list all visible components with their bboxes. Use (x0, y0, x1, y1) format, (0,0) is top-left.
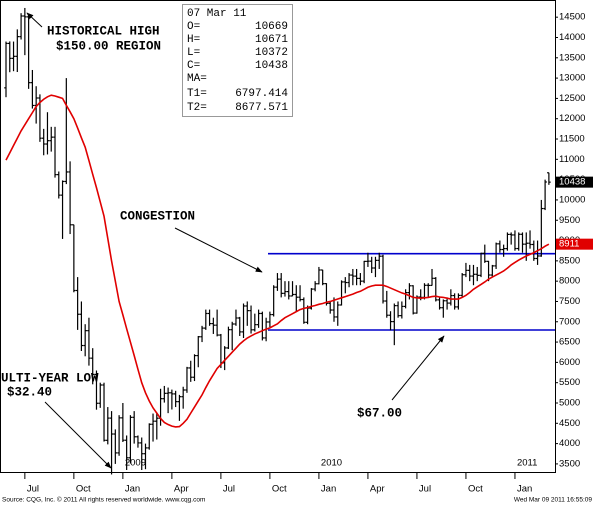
annotation-arrow (26, 12, 43, 28)
last-price-box (556, 176, 593, 188)
y-tick-label: 14500 (559, 12, 585, 23)
timestamp: Wed Mar 09 2011 16:55:09 (514, 497, 593, 504)
year-label: 2011 (517, 458, 537, 469)
info-label: H= (187, 34, 200, 46)
axes: 3500 4000 4500 5000 5500 6000 6500 7000 7500 8000… (24, 12, 593, 495)
y-tick-label: 14000 (559, 32, 585, 43)
annotation: HISTORICAL HIGH (47, 24, 160, 38)
x-tick-label: Jan (517, 484, 532, 495)
x-tick-label: Apr (370, 484, 385, 495)
y-tick-label: 5000 (559, 398, 580, 409)
y-tick-label: 6500 (559, 337, 580, 348)
y-tick-label: 9500 (559, 215, 580, 226)
y-tick-label: 4500 (559, 418, 580, 429)
year-label: 2009 (125, 458, 146, 469)
annotation: ULTI-YEAR LOW (1, 371, 99, 385)
y-tick-label: 11500 (559, 134, 585, 145)
y-tick-label: 10000 (559, 194, 585, 205)
info-label: L= (187, 47, 200, 59)
y-tick-label: 7500 (559, 296, 580, 307)
x-tick-label: Jan (321, 484, 336, 495)
annotation-arrow (391, 335, 445, 401)
info-date: 07 Mar 11 (187, 8, 247, 20)
x-tick-label: Apr (174, 484, 189, 495)
x-tick-label: Oct (468, 484, 483, 495)
info-label: O= (187, 21, 200, 33)
y-tick-label: 12000 (559, 113, 585, 124)
last-price-label: 10438 (559, 177, 585, 188)
annotation: $67.00 (357, 406, 402, 420)
info-value: 10669 (255, 21, 288, 33)
y-tick-label: 13500 (559, 52, 585, 63)
moving-average (5, 94, 550, 428)
y-tick-label: 6000 (559, 357, 580, 368)
info-label: T2= (187, 102, 207, 114)
y-tick-label: 8500 (559, 255, 580, 266)
source-note: Source: CQG, Inc. © 2011 All rights rese… (2, 496, 205, 504)
x-tick-label: Oct (76, 484, 91, 495)
ma-value-label: 8911 (559, 239, 579, 250)
x-tick-label: Jan (125, 484, 140, 495)
annotation: CONGESTION (120, 209, 195, 223)
x-tick-label: Jul (27, 484, 39, 495)
y-tick-label: 13000 (559, 73, 585, 84)
x-tick-label: Oct (272, 484, 287, 495)
y-tick-label: 12500 (559, 93, 585, 104)
annotation-arrow (44, 401, 112, 469)
info-label: MA= (187, 73, 207, 85)
annotation: $150.00 REGION (56, 39, 161, 53)
info-value: 10671 (255, 34, 288, 46)
x-tick-label: Jul (223, 484, 235, 495)
y-tick-label: 7000 (559, 316, 580, 327)
ma-value-box (556, 238, 593, 250)
x-tick-label: Jul (419, 484, 431, 495)
annotation: $32.40 (7, 385, 52, 399)
marks (4, 7, 555, 475)
info-frame (182, 4, 293, 117)
y-tick-label: 4000 (559, 438, 580, 449)
year-label: 2010 (321, 458, 342, 469)
annotations: HISTORICAL HIGH $150.00 REGION CONGESTIO… (1, 12, 445, 469)
y-tick-label: 5500 (559, 377, 580, 388)
info-value: 8677.571 (235, 102, 288, 114)
info-value: 10438 (255, 60, 288, 72)
annotation-arrow (174, 227, 263, 273)
info-value: 6797.414 (235, 88, 288, 100)
y-tick-label: 8000 (559, 276, 580, 287)
y-tick-label: 3500 (559, 458, 580, 469)
info-label: C= (187, 60, 200, 72)
info-box: 07 Mar 11 O= 10669 H= 10671 L= 10372 C= … (182, 4, 293, 117)
y-tick-label: 11000 (559, 154, 585, 165)
info-value: 10372 (255, 47, 288, 59)
info-label: T1= (187, 88, 207, 100)
